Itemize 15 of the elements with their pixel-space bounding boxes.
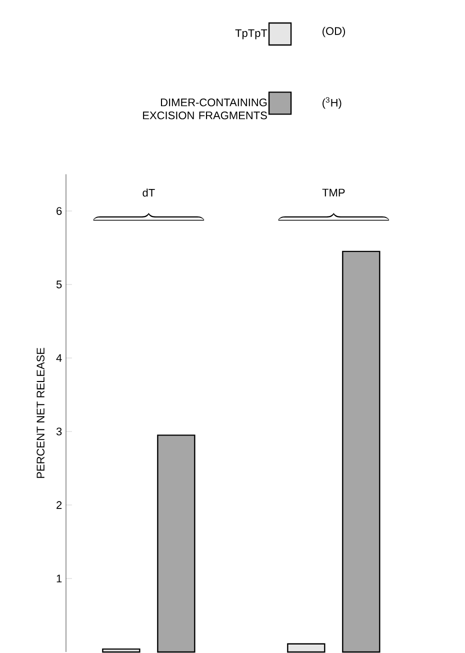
- y-tick-label: 5: [56, 280, 62, 288]
- x-tick-label: TMP: [322, 188, 345, 196]
- y-tick-label: 2: [56, 501, 62, 509]
- y-tick-label: 1: [56, 574, 62, 582]
- text: (OD): [322, 26, 346, 38]
- bar: [157, 434, 196, 653]
- bar: [342, 250, 380, 653]
- y-axis-title: PERCENT NET RELEASE: [36, 348, 44, 478]
- text: ($^{3}$H): [322, 97, 342, 109]
- legend-label: DIMER-CONTAINING EXCISION FRAGMENTS: [143, 98, 267, 120]
- legend-label: TpTpT: [235, 29, 268, 40]
- y-tick-label: 4: [56, 354, 62, 362]
- y-tick-label: 3: [56, 428, 62, 436]
- x-tick-label: dT: [142, 188, 155, 197]
- y-tick-label: 6: [56, 207, 62, 215]
